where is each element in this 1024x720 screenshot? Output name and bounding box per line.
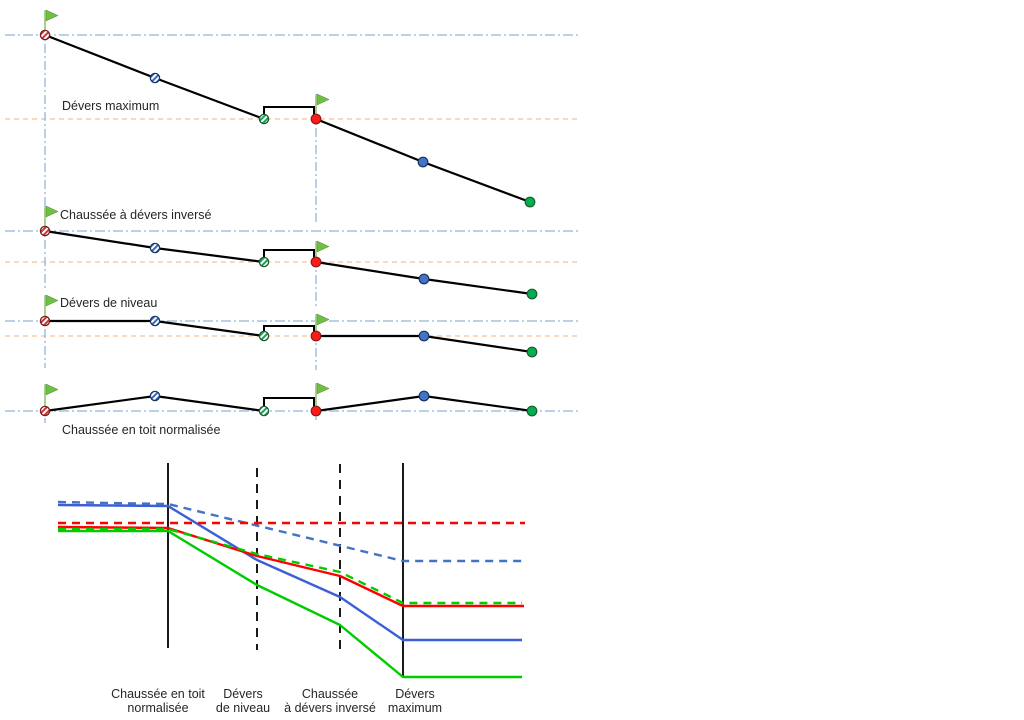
red-hatched-point (39, 225, 51, 237)
green-flag-icon (45, 9, 59, 22)
blue-solid-point (417, 156, 429, 168)
series-red-solid-line (57, 525, 524, 608)
blue-hatched-point (149, 390, 161, 402)
axis-step-line (263, 249, 315, 262)
series-blue-solid-line (57, 503, 522, 642)
xaxis-label-line: maximum (387, 700, 443, 715)
green-solid-point (526, 346, 538, 358)
xaxis-label-line: à dévers inversé (284, 700, 376, 715)
blue-hatched-point (149, 242, 161, 254)
axis-step-line (263, 325, 315, 336)
section-label-toit-normalisee: Chaussée en toit normalisée (62, 423, 221, 437)
green-solid-point (526, 405, 538, 417)
axis-step-line (263, 106, 315, 119)
green-hatched-point (258, 256, 270, 268)
green-flag-icon (316, 382, 330, 395)
series-green-solid-line (58, 529, 522, 679)
green-solid-point (526, 288, 538, 300)
red-solid-point (310, 330, 322, 342)
xaxis-label-line: normalisée (127, 700, 189, 715)
green-solid-point (524, 196, 536, 208)
blue-solid-point (418, 390, 430, 402)
xaxis-label-line: Chaussée en toit (111, 687, 205, 701)
green-flag-icon (316, 93, 330, 106)
xaxis-label-line: Dévers (223, 687, 263, 701)
red-solid-point (310, 113, 322, 125)
green-hatched-point (258, 113, 270, 125)
xaxis-label-devers-maximum: Dévers maximum (340, 687, 490, 715)
section-label-devers-niveau: Dévers de niveau (60, 296, 158, 310)
red-hatched-point (39, 29, 51, 41)
axis-step-line (263, 397, 315, 411)
green-hatched-point (258, 405, 270, 417)
red-solid-point (310, 405, 322, 417)
xaxis-label-line: Chaussée (301, 687, 359, 701)
green-flag-icon (45, 294, 59, 307)
blue-hatched-point (149, 72, 161, 84)
green-flag-icon (316, 313, 330, 326)
xaxis-label-line: Dévers (395, 687, 435, 701)
blue-solid-point (418, 330, 430, 342)
xaxis-label-toit-normalisee: Chaussée en toit normalisée (83, 687, 233, 715)
xaxis-label-line: de niveau (215, 700, 271, 715)
series-blue-dashed-line (57, 500, 522, 563)
xaxis-label-devers-inverse: Chaussée à dévers inversé (255, 687, 405, 715)
section-label-devers-maximum: Dévers maximum (62, 99, 160, 113)
blue-hatched-point (149, 315, 161, 327)
xaxis-label-devers-niveau: Dévers de niveau (168, 687, 318, 715)
series-green-dashed-line (58, 527, 522, 605)
green-flag-icon (45, 383, 59, 396)
green-flag-icon (316, 240, 330, 253)
green-hatched-point (258, 330, 270, 342)
blue-solid-point (418, 273, 430, 285)
red-solid-point (310, 256, 322, 268)
green-flag-icon (45, 205, 59, 218)
red-hatched-point (39, 405, 51, 417)
section-label-devers-inverse: Chaussée à dévers inversé (60, 208, 212, 222)
red-hatched-point (39, 315, 51, 327)
